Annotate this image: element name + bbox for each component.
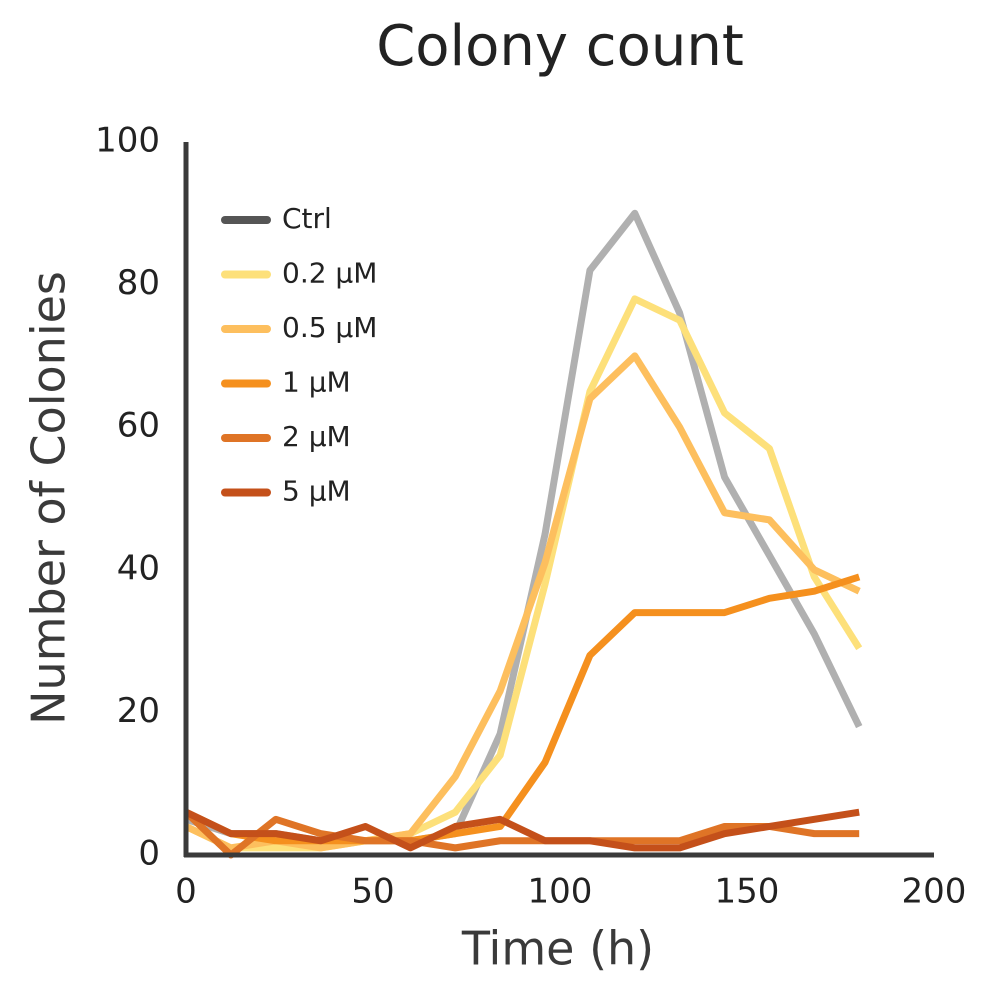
chart-title: Colony count [376, 14, 744, 79]
legend-label: 0.2 µM [282, 257, 377, 290]
y-tick-label: 100 [95, 121, 160, 161]
y-tick-label: 80 [117, 263, 160, 303]
x-tick-label: 150 [715, 872, 780, 912]
series-line [184, 295, 863, 852]
legend-label: 2 µM [282, 420, 351, 453]
y-axis-title: Number of Colonies [22, 271, 76, 725]
series-line [183, 809, 860, 859]
y-tick-label: 60 [117, 406, 160, 446]
legend-label: 0.5 µM [282, 311, 377, 344]
series-line [184, 808, 860, 852]
series-line [184, 209, 863, 845]
x-tick-label: 100 [528, 872, 593, 912]
y-tick-label: 20 [117, 691, 160, 731]
legend-label: 1 µM [282, 366, 351, 399]
x-axis-title: Time (h) [461, 922, 654, 976]
x-tick-label: 200 [902, 872, 967, 912]
legend-label: 5 µM [282, 475, 351, 508]
x-tick-label: 50 [351, 872, 394, 912]
y-tick-label: 40 [117, 548, 160, 588]
x-tick-label: 0 [175, 872, 197, 912]
series-line [184, 573, 861, 845]
legend-label: Ctrl [282, 202, 332, 235]
y-tick-label: 0 [138, 834, 160, 874]
series-line [184, 352, 861, 852]
